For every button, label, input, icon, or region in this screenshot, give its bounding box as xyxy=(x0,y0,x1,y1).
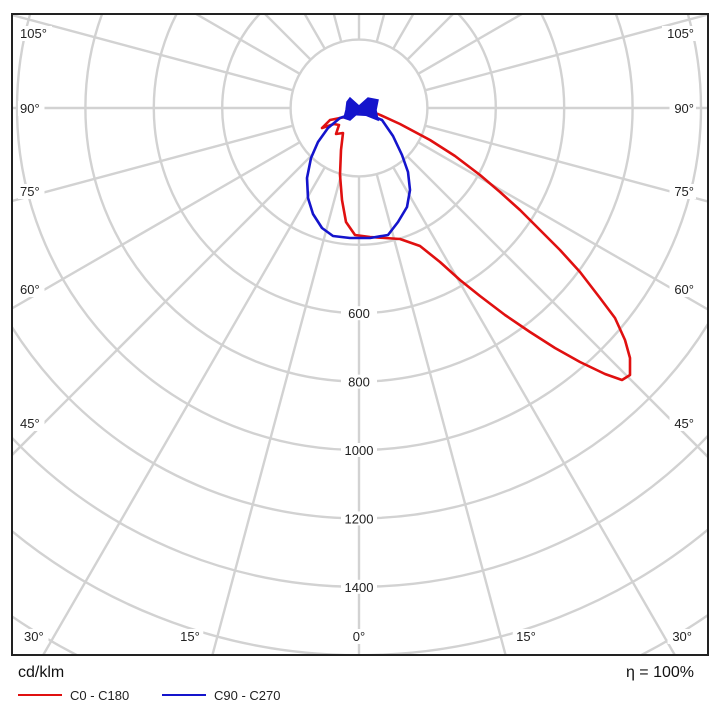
grid-spoke xyxy=(12,155,312,457)
angle-label: 105° xyxy=(20,26,47,41)
angle-label: 15° xyxy=(516,629,536,644)
series-center-marker xyxy=(343,96,380,122)
grid-spoke xyxy=(417,141,708,311)
radial-tick-labels: 600 800 1000 1200 1400 xyxy=(341,306,377,595)
radial-tick-label: 800 xyxy=(348,375,370,390)
angle-label: 15° xyxy=(180,629,200,644)
grid-spoke xyxy=(406,155,708,459)
angle-label: 90° xyxy=(674,101,694,116)
angle-label: 0° xyxy=(353,629,365,644)
series-curve-0 xyxy=(320,110,632,382)
angle-label: 30° xyxy=(672,629,692,644)
grid-spoke xyxy=(12,141,301,310)
plot-frame xyxy=(11,13,709,656)
angle-label: 75° xyxy=(674,184,694,199)
angle-label: 30° xyxy=(24,629,44,644)
grid-spoke xyxy=(332,14,343,43)
grid-spoke xyxy=(424,14,708,92)
grid-spoke xyxy=(375,173,507,655)
unit-label: cd/klm xyxy=(18,664,65,681)
grid-spoke xyxy=(375,14,386,43)
grid-spoke xyxy=(12,14,294,92)
legend-swatch-red xyxy=(18,694,62,696)
grid-spoke xyxy=(424,124,708,203)
grid-spoke xyxy=(211,173,343,655)
angle-labels: 105° 90° 75° 60° 45° 30° 15° 105° 90° 75° 60° 45° 30… xyxy=(18,26,696,644)
legend-item-c90-c270: C90 - C270 xyxy=(162,687,281,703)
radial-tick-label: 1000 xyxy=(345,443,374,458)
angle-label: 90° xyxy=(20,101,40,116)
angle-label: 60° xyxy=(674,282,694,297)
angle-label: 75° xyxy=(20,184,40,199)
legend-swatch-blue xyxy=(162,694,206,696)
efficiency-label: η = 100% xyxy=(625,664,694,681)
angle-label: 45° xyxy=(20,416,40,431)
radial-tick-label: 1200 xyxy=(345,511,374,526)
legend-label: C0 - C180 xyxy=(70,687,130,703)
grid-spoke xyxy=(41,166,326,655)
angle-label: 45° xyxy=(674,416,694,431)
angle-label: 105° xyxy=(667,26,694,41)
radial-tick-label: 1400 xyxy=(345,580,374,595)
angle-label: 60° xyxy=(20,282,40,297)
grid-spoke xyxy=(12,124,294,203)
radial-tick-label: 600 xyxy=(348,306,370,321)
legend-label: C90 - C270 xyxy=(214,687,281,703)
legend-item-c0-c180: C0 - C180 xyxy=(18,687,130,703)
series-curve-1 xyxy=(305,112,412,240)
grid-spoke xyxy=(392,166,677,655)
data-series xyxy=(305,96,632,382)
